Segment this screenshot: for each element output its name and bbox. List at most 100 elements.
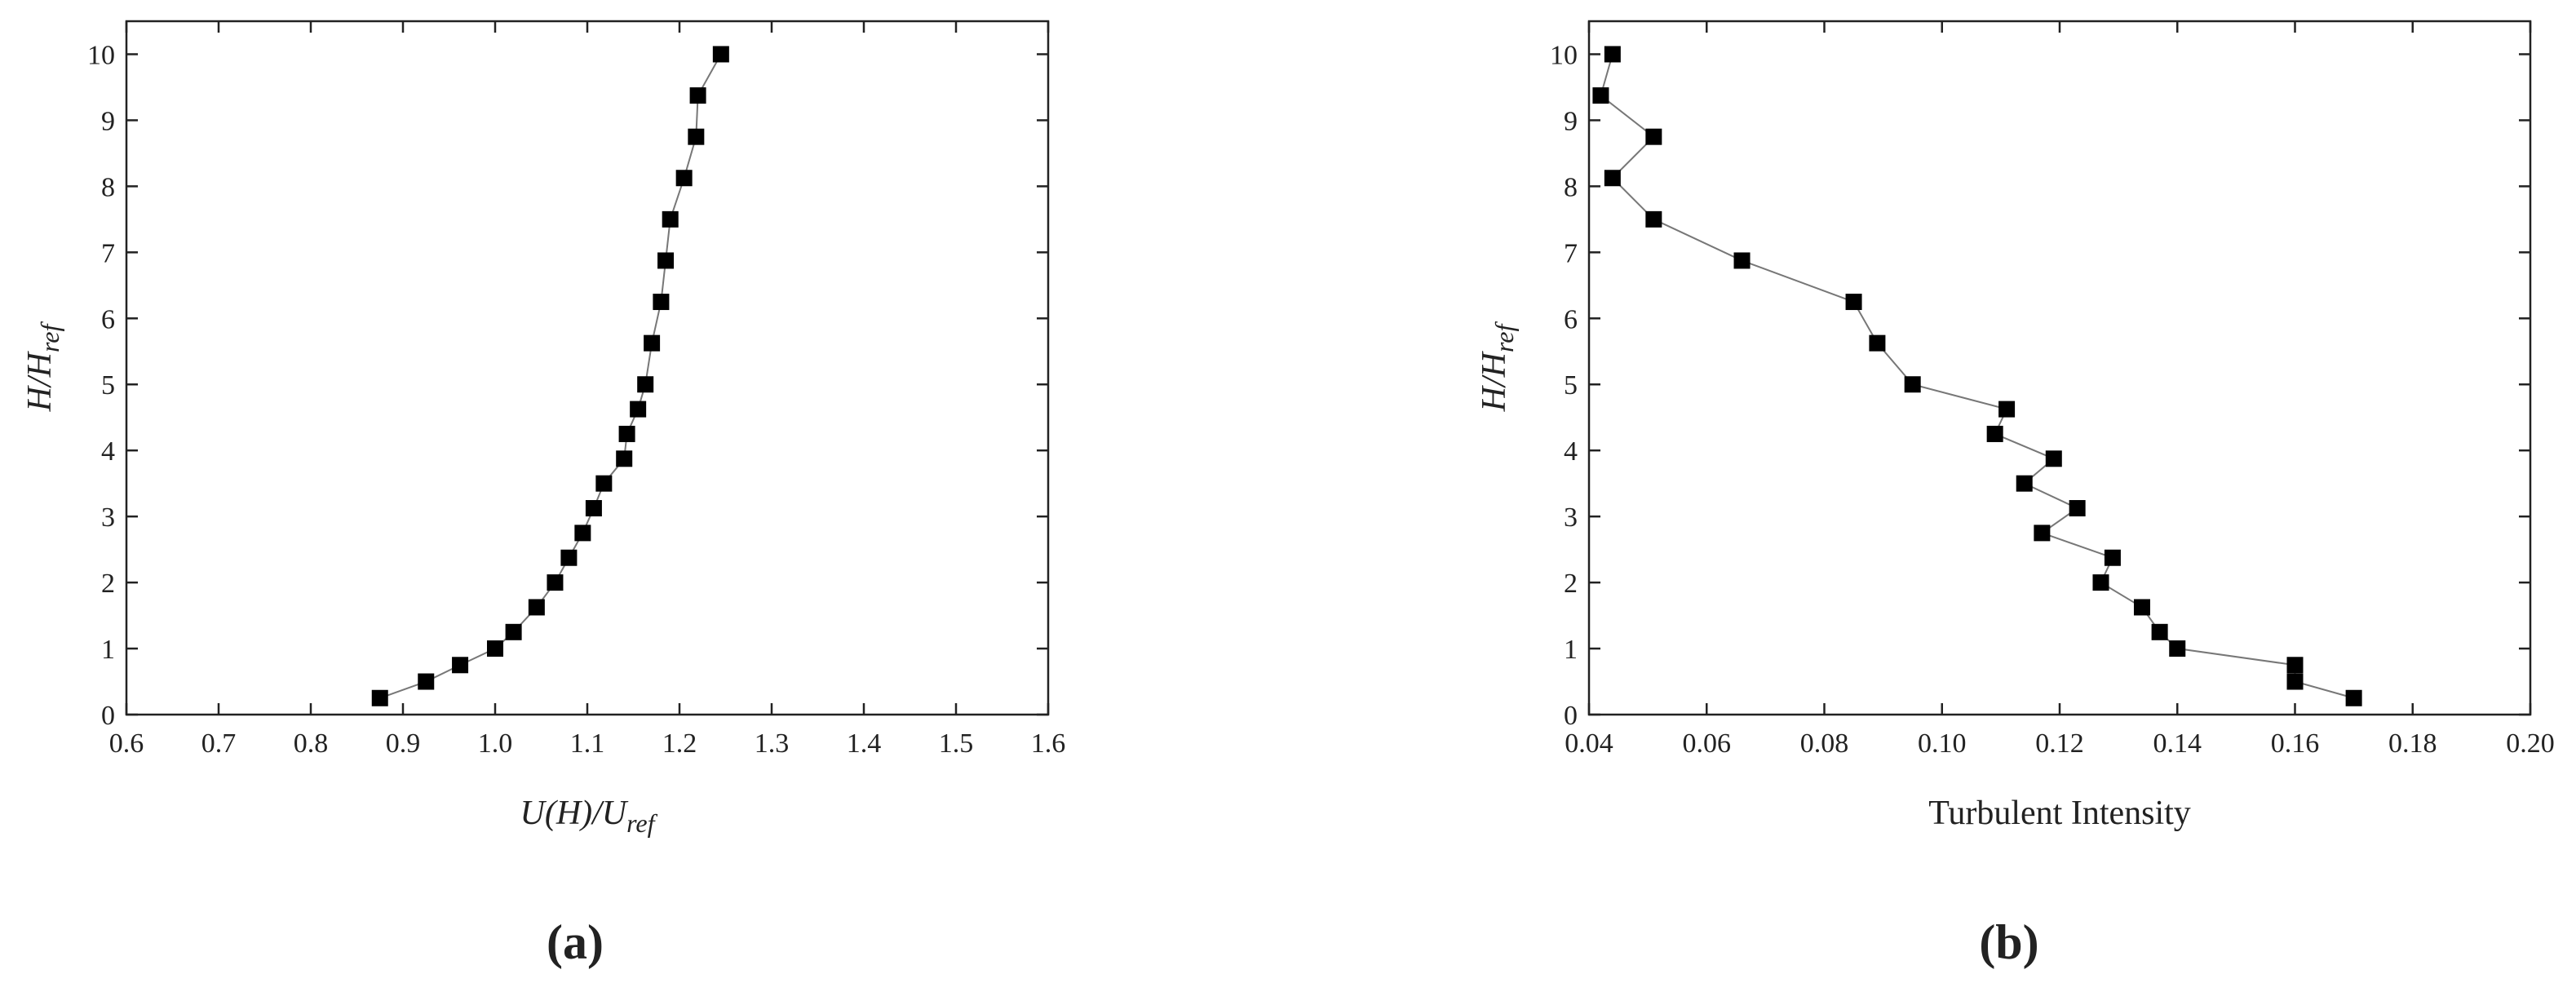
data-point [2069, 500, 2086, 517]
x-tick-label: 1.5 [939, 728, 974, 759]
y-tick-label: 10 [87, 40, 115, 70]
data-point [505, 623, 522, 640]
data-point [1869, 334, 1886, 352]
x-tick-label: 0.8 [294, 728, 329, 759]
data-point [2286, 673, 2304, 690]
data-point [688, 128, 705, 145]
y-tick-label: 8 [101, 172, 115, 202]
data-point [585, 500, 602, 517]
y-tick-label: 2 [1564, 569, 1578, 599]
x-tick-label: 1.4 [847, 728, 882, 759]
x-tick-label: 0.08 [1800, 728, 1849, 759]
y-tick-label: 4 [1564, 436, 1578, 467]
y-tick-label: 0 [1564, 701, 1578, 731]
data-point [1604, 46, 1621, 63]
data-line [379, 53, 722, 699]
y-axis-title-sub: ref [35, 321, 64, 352]
y-tick-label: 9 [1564, 106, 1578, 136]
x-axis-title: Turbulent Intensity [1928, 795, 2191, 832]
data-point [1733, 252, 1751, 269]
data-point [644, 334, 661, 352]
y-tick-label: 2 [101, 569, 115, 599]
plot-frame [125, 20, 1050, 716]
x-axis-title: U(H)/Uref [520, 795, 658, 838]
x-tick-label: 1.2 [662, 728, 697, 759]
data-point [1645, 128, 1662, 145]
chart: 0.04 0.06 0.08 0.10 0.12 0.14 0.16 0.18 0.20 0 1 2 3… [1476, 20, 2555, 969]
data-point [2133, 599, 2150, 616]
data-point [616, 450, 633, 467]
data-point [2016, 475, 2033, 492]
x-tick-label: 0.9 [386, 728, 421, 759]
y-tick-label: 9 [101, 106, 115, 136]
data-point [1592, 87, 1609, 104]
x-axis-title-sub: ref [626, 808, 657, 838]
data-point [1845, 294, 1862, 311]
x-tick-label: 0.14 [2153, 728, 2202, 759]
x-axis-title-main: U(H)/U [520, 795, 629, 832]
data-point [618, 425, 635, 442]
data-point [2104, 549, 2121, 566]
y-tick-label: 5 [1564, 370, 1578, 401]
y-axis-title-main: H/H [21, 350, 59, 412]
plot-frame [1587, 20, 2532, 716]
x-axis-title-main: Turbulent Intensity [1928, 795, 2191, 832]
x-tick-label: 0.12 [2035, 728, 2084, 759]
x-tick-label: 1.0 [478, 728, 513, 759]
x-tick-label: 1.6 [1031, 728, 1066, 759]
data-point [1604, 170, 1621, 187]
data-point [574, 525, 591, 542]
y-tick-label: 5 [101, 370, 115, 401]
y-tick-label: 7 [1564, 238, 1578, 268]
data-point [712, 46, 729, 63]
chart: 0.6 0.7 0.8 0.9 1.0 1.1 1.2 1.3 1.4 1.5 1.6 0 1 2 3 4 5 6… [21, 20, 1066, 969]
data-point [657, 252, 675, 269]
data-point [595, 475, 613, 492]
data-point [637, 376, 654, 393]
y-tick-label: 1 [101, 635, 115, 665]
y-tick-label: 8 [1564, 172, 1578, 202]
x-tick-label: 0.06 [1683, 728, 1732, 759]
x-tick-label: 0.18 [2388, 728, 2437, 759]
data-point [2345, 689, 2362, 706]
data-point [528, 599, 545, 616]
data-point [2286, 657, 2304, 674]
data-point [675, 170, 693, 187]
x-tick-label: 0.10 [1918, 728, 1967, 759]
x-tick-label: 0.6 [109, 728, 144, 759]
data-point [1904, 376, 1921, 393]
y-tick-label: 10 [1550, 40, 1578, 70]
data-line [1600, 54, 2354, 699]
x-tick-label: 0.7 [201, 728, 237, 759]
panel-label: (b) [1979, 915, 2038, 969]
y-axis-title-main: H/H [1476, 350, 1513, 412]
data-point [1986, 425, 2003, 442]
y-tick-label: 3 [1564, 502, 1578, 533]
y-axis-title: H/Href [1476, 321, 1519, 413]
data-point [547, 574, 564, 591]
data-point [452, 657, 469, 674]
data-point [487, 640, 503, 657]
y-axis-title: H/Href [21, 321, 64, 413]
x-tick-label: 0.20 [2506, 728, 2555, 759]
panel-label: (a) [547, 915, 604, 969]
y-tick-label: 3 [101, 502, 115, 533]
y-axis-title-sub: ref [1489, 321, 1519, 352]
data-point [662, 210, 679, 228]
x-tick-label: 0.04 [1565, 728, 1613, 759]
data-point [689, 87, 706, 104]
data-point [418, 673, 435, 690]
data-point [653, 294, 670, 311]
y-tick-label: 0 [101, 701, 115, 731]
data-point [1645, 210, 1662, 228]
y-tick-label: 6 [1564, 304, 1578, 334]
x-tick-label: 1.1 [570, 728, 605, 759]
data-point [2169, 640, 2186, 657]
data-point [371, 689, 388, 706]
data-point [560, 549, 578, 566]
data-point [1998, 401, 2016, 418]
data-point [2151, 623, 2168, 640]
x-tick-label: 0.16 [2271, 728, 2320, 759]
data-point [630, 401, 647, 418]
